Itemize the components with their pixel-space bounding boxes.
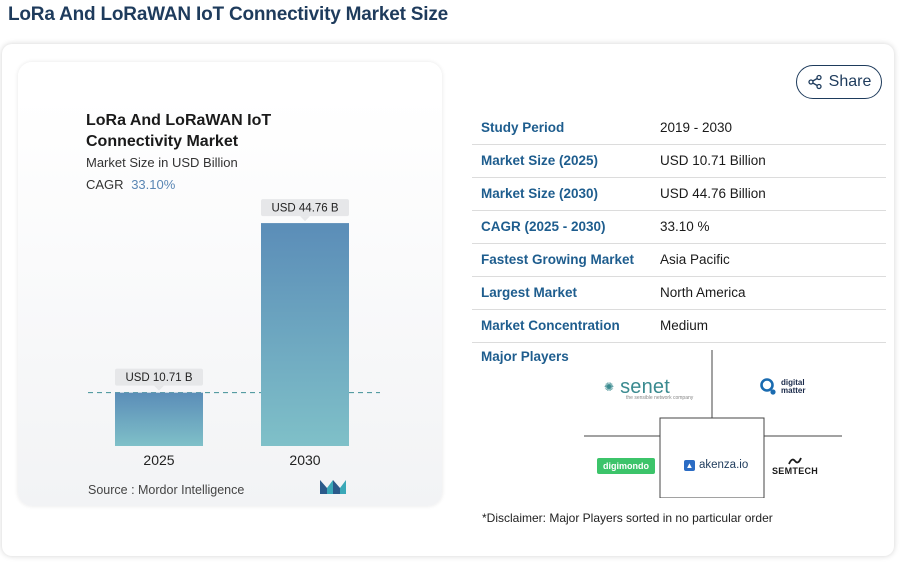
disclaimer-text: *Disclaimer: Major Players sorted in no … (482, 511, 773, 525)
digital-matter-icon (760, 378, 776, 395)
info-label: Study Period (481, 120, 565, 135)
info-row-study-period: Study Period 2019 - 2030 (472, 112, 886, 145)
info-row-market-size-2025: Market Size (2025) USD 10.71 Billion (472, 145, 886, 178)
senet-dot-icon: ✺ (604, 380, 615, 394)
share-icon (807, 74, 822, 90)
data-label-bg (261, 199, 349, 217)
info-value: USD 44.76 Billion (660, 186, 766, 201)
source-text: Source : Mordor Intelligence (88, 483, 245, 497)
data-label-2030: USD 44.76 B (261, 199, 349, 222)
info-value: North America (660, 285, 746, 300)
bar-2025 (115, 392, 203, 446)
semtech-wave-icon (788, 457, 802, 465)
info-label: Market Concentration (481, 318, 620, 333)
share-label: Share (828, 73, 872, 90)
info-value: Medium (660, 318, 709, 333)
data-label-pointer (154, 385, 164, 391)
data-label-pointer (300, 216, 310, 222)
info-label: Largest Market (481, 285, 578, 300)
cagr-line: CAGR 33.10% (86, 177, 175, 192)
x-tick-label-2030: 2030 (289, 452, 320, 468)
chart-title: LoRa And LoRaWAN IoT Connectivity Market (86, 112, 272, 150)
bar-2030 (261, 223, 349, 446)
mordor-intelligence-logo (320, 480, 346, 494)
akenza-logo: ▲ akenza.io (684, 459, 749, 471)
page-title: LoRa And LoRaWAN IoT Connectivity Market… (8, 4, 449, 25)
info-value: 33.10 % (660, 219, 710, 234)
players-grid-lines (584, 350, 842, 498)
senet-logo: ✺ senet the sensible network company (604, 375, 694, 402)
info-value: Asia Pacific (660, 252, 730, 267)
info-row-market-size-2030: Market Size (2030) USD 44.76 Billion (472, 178, 886, 211)
data-label-bg (115, 368, 203, 386)
cagr-label: CAGR (86, 177, 124, 192)
major-players-label: Major Players (481, 349, 569, 364)
info-row-largest-market: Largest Market North America (472, 277, 886, 310)
info-label: Fastest Growing Market (481, 252, 635, 267)
share-button[interactable]: Share (796, 65, 882, 99)
info-value: USD 10.71 Billion (660, 153, 766, 168)
info-value: 2019 - 2030 (660, 120, 733, 135)
info-label: CAGR (2025 - 2030) (481, 219, 606, 234)
digital-matter-logo: digital matter (759, 375, 829, 399)
info-row-market-concentration: Market Concentration Medium (472, 310, 886, 343)
digimondo-logo: digimondo (597, 458, 655, 474)
info-table: Study Period 2019 - 2030 Market Size (20… (472, 112, 886, 343)
info-label: Market Size (2025) (481, 153, 599, 168)
chart-subtitle: Market Size in USD Billion (86, 155, 238, 170)
data-label-2025: USD 10.71 B (115, 368, 203, 391)
info-row-fastest-growing: Fastest Growing Market Asia Pacific (472, 244, 886, 277)
bar-chart: USD 10.71 B 2025 USD 44.76 B 2030 (88, 199, 380, 468)
info-label: Market Size (2030) (481, 186, 599, 201)
akenza-icon: ▲ (684, 459, 695, 471)
cagr-value: 33.10% (131, 177, 176, 192)
semtech-logo: SEMTECH (772, 456, 818, 476)
x-tick-label-2025: 2025 (143, 452, 174, 468)
chart-card: USD 10.71 B 2025 USD 44.76 B 2030 LoRa And … (18, 62, 442, 506)
data-label-text: USD 44.76 B (271, 203, 338, 215)
data-label-text: USD 10.71 B (125, 372, 192, 384)
info-row-cagr: CAGR (2025 - 2030) 33.10 % (472, 211, 886, 244)
